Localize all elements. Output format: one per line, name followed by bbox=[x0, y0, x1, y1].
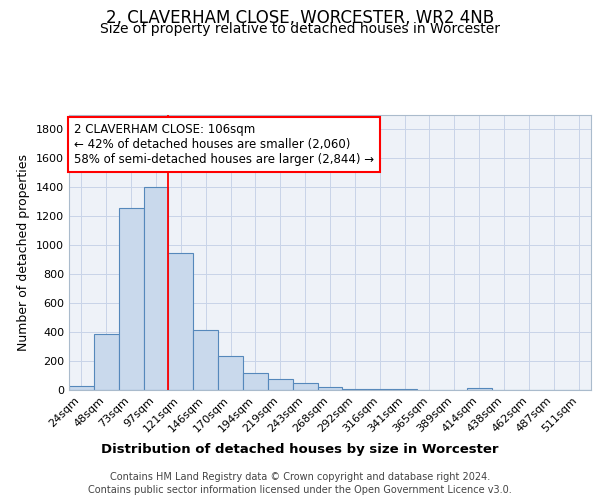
Text: Distribution of detached houses by size in Worcester: Distribution of detached houses by size … bbox=[101, 442, 499, 456]
Bar bbox=[119, 208, 143, 390]
Text: 2 CLAVERHAM CLOSE: 106sqm
← 42% of detached houses are smaller (2,060)
58% of se: 2 CLAVERHAM CLOSE: 106sqm ← 42% of detac… bbox=[74, 123, 374, 166]
Text: Contains public sector information licensed under the Open Government Licence v3: Contains public sector information licen… bbox=[88, 485, 512, 495]
Bar bbox=[69, 386, 94, 390]
Bar bbox=[268, 379, 293, 390]
Bar bbox=[169, 252, 193, 390]
Bar bbox=[467, 388, 491, 390]
Bar bbox=[293, 383, 317, 390]
Bar bbox=[392, 388, 417, 390]
Bar bbox=[94, 334, 119, 390]
Bar bbox=[243, 372, 268, 390]
Bar bbox=[143, 188, 169, 390]
Text: Contains HM Land Registry data © Crown copyright and database right 2024.: Contains HM Land Registry data © Crown c… bbox=[110, 472, 490, 482]
Text: Size of property relative to detached houses in Worcester: Size of property relative to detached ho… bbox=[100, 22, 500, 36]
Bar bbox=[193, 330, 218, 390]
Text: 2, CLAVERHAM CLOSE, WORCESTER, WR2 4NB: 2, CLAVERHAM CLOSE, WORCESTER, WR2 4NB bbox=[106, 9, 494, 27]
Bar bbox=[218, 356, 243, 390]
Bar bbox=[343, 388, 367, 390]
Y-axis label: Number of detached properties: Number of detached properties bbox=[17, 154, 31, 351]
Bar bbox=[317, 387, 343, 390]
